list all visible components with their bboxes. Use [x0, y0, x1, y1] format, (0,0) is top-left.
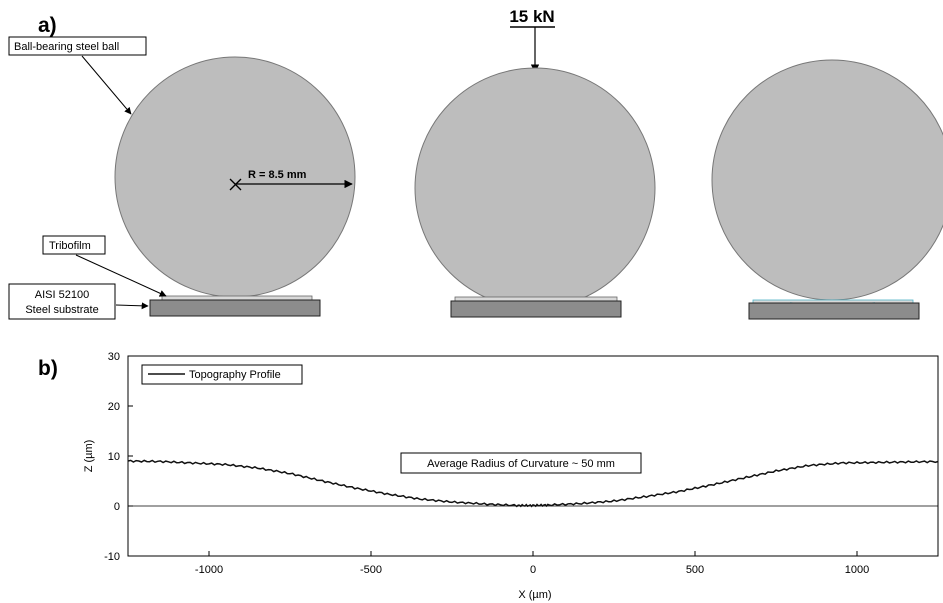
substrate-callout-arrow [115, 302, 149, 310]
ball-label: Ball-bearing steel ball [14, 41, 119, 53]
x-tick-label: 500 [686, 564, 704, 576]
y-tick-label: 20 [108, 401, 120, 413]
ball-right [711, 59, 943, 301]
ball-left [114, 56, 356, 298]
y-tick-label: 30 [108, 351, 120, 363]
ball-callout-arrow [81, 55, 132, 115]
panel-b: b) -10 0 10 20 30 -1000 -500 0 500 1000 X (µm) Z… [38, 351, 939, 601]
panel-a-letter: a) [38, 14, 57, 37]
y-tick-label: 0 [114, 501, 120, 513]
annotation-label: Average Radius of Curvature ~ 50 mm [427, 458, 615, 470]
x-tick-label: -500 [360, 564, 382, 576]
substrate-label-box [8, 283, 116, 320]
panel-b-letter: b) [38, 357, 58, 380]
x-tick-label: 1000 [845, 564, 869, 576]
legend-box [141, 364, 303, 385]
ball-middle [414, 67, 656, 309]
panel-a: a) 15 kN R = 8.5 mm Ball-bearing steel b… [8, 7, 943, 320]
x-tick-label: 0 [530, 564, 536, 576]
topography-profile-series [127, 459, 939, 508]
y-axis: -10 0 10 20 30 [104, 351, 133, 563]
tribofilm-label: Tribofilm [49, 240, 91, 252]
substrate-left [149, 299, 321, 317]
x-axis-title: X (µm) [518, 589, 551, 601]
substrate-label-line1: AISI 52100 [35, 289, 89, 301]
x-tick-label: -1000 [195, 564, 223, 576]
y-tick-label: -10 [104, 551, 120, 563]
substrate-right [748, 302, 920, 320]
legend-label: Topography Profile [189, 369, 281, 381]
center-cross-icon [229, 178, 242, 191]
x-axis: -1000 -500 0 500 1000 [195, 551, 869, 576]
y-axis-title: Z (µm) [83, 440, 95, 473]
substrate-middle [450, 300, 622, 318]
ball-label-box [8, 36, 147, 56]
substrate-label-line2: Steel substrate [25, 304, 98, 316]
y-tick-label: 10 [108, 451, 120, 463]
annotation-box [400, 452, 642, 474]
tribofilm-label-box [42, 235, 106, 255]
radius-label: R = 8.5 mm [248, 169, 307, 181]
tribofilm-callout-arrow [75, 254, 167, 297]
force-label: 15 kN [509, 7, 554, 26]
